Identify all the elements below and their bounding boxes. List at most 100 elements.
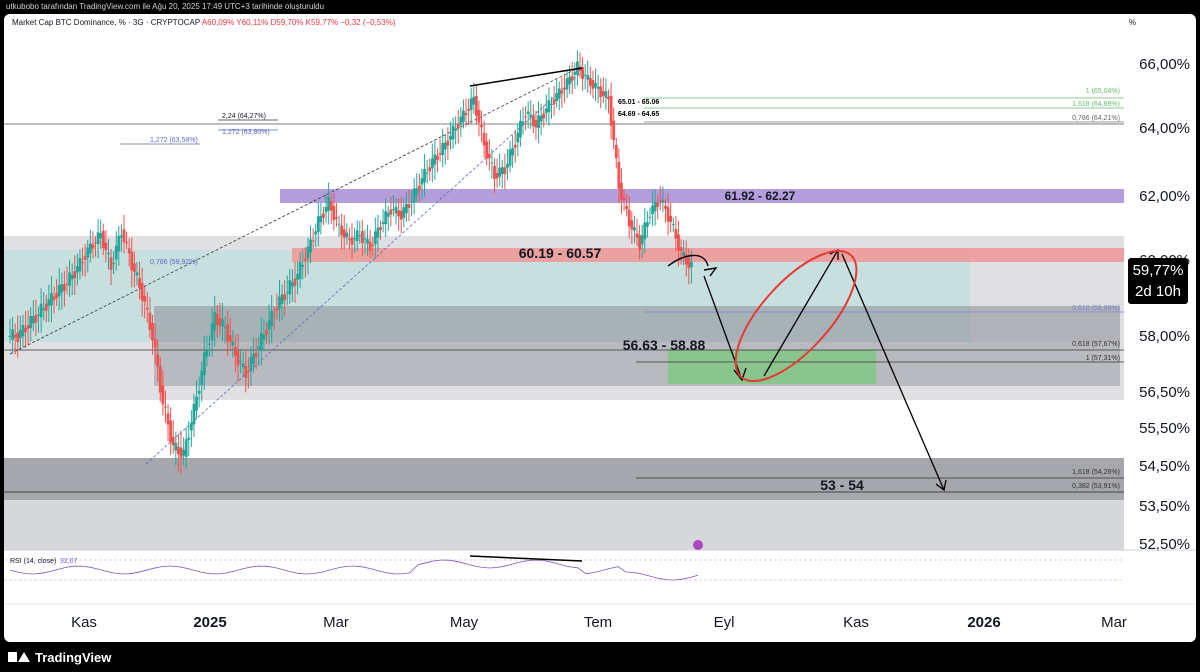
candle-body: [234, 347, 237, 357]
candle-body: [210, 323, 214, 341]
candle-body: [228, 334, 232, 342]
candle-body: [140, 282, 144, 301]
candle-body: [96, 232, 100, 244]
candle-body: [537, 115, 540, 128]
fib-label: 0,786 (64,21%): [1072, 115, 1120, 122]
candle-body: [112, 263, 116, 265]
candle-body: [568, 77, 572, 85]
ohlc-high: Y60,11%: [236, 18, 269, 27]
candle-body: [125, 242, 128, 244]
candle-body: [682, 252, 686, 257]
candle-body: [350, 237, 354, 245]
candle-body: [394, 206, 398, 214]
candle-body: [39, 303, 43, 318]
ohlc-low: D59,70%: [270, 18, 304, 27]
candle-body: [335, 217, 338, 219]
candle-body: [410, 201, 413, 203]
candle-body: [148, 312, 152, 330]
candle-body: [443, 142, 447, 150]
x-tick-label: Eyl: [714, 614, 735, 631]
candle-body: [653, 201, 657, 212]
candle-body: [550, 104, 553, 106]
candle-body: [506, 163, 509, 168]
bottom-band: [4, 500, 1124, 550]
candle-body: [296, 273, 299, 280]
candle-body: [581, 67, 584, 79]
y-tick-label: 62,00%: [1139, 188, 1190, 205]
candle-body: [252, 353, 255, 364]
candle-body: [164, 406, 167, 408]
candle-body: [156, 354, 160, 367]
fib-label: 2,24 (64,27%): [222, 113, 266, 120]
candle-body: [669, 215, 673, 222]
candle-body: [645, 222, 649, 227]
candle-body: [280, 294, 284, 304]
candle-body: [353, 238, 356, 240]
candle-body: [174, 442, 178, 451]
candle-body: [16, 332, 20, 343]
green-zone: [668, 350, 876, 384]
candle-body: [132, 263, 136, 272]
candle-body: [311, 240, 315, 242]
candle-body: [643, 222, 647, 240]
candle-body: [640, 235, 644, 245]
x-tick-label: Kas: [71, 614, 97, 631]
candle-body: [24, 327, 27, 333]
percent-scale-label[interactable]: %: [1128, 18, 1136, 27]
candle-body: [684, 254, 688, 265]
candle-body: [348, 238, 351, 240]
candle-body: [205, 350, 209, 357]
candle-body: [55, 293, 59, 299]
candle-body: [508, 149, 512, 166]
candle-body: [153, 339, 157, 348]
candle-body: [262, 334, 266, 340]
rsi-divergence-line: [469, 555, 583, 562]
candle-body: [500, 167, 504, 175]
candle-body: [563, 87, 566, 90]
candle-body: [513, 144, 517, 148]
candle-body: [42, 308, 46, 310]
candle-body: [239, 360, 242, 362]
candle-body: [679, 247, 683, 252]
y-tick-label: 56,50%: [1139, 384, 1190, 401]
candle-body: [37, 314, 40, 316]
candle-body: [254, 352, 258, 358]
candle-body: [26, 324, 30, 329]
fib-label: 0,382 (53,91%): [1072, 483, 1120, 490]
candle-body: [671, 224, 675, 226]
candle-body: [599, 86, 603, 98]
candle-body: [617, 161, 621, 189]
candle-body: [627, 209, 631, 227]
candle-body: [44, 303, 48, 312]
candle-body: [314, 231, 318, 235]
candle-body: [316, 216, 320, 232]
zone-label-red: 60.19 - 60.57: [519, 245, 602, 261]
chart-panel[interactable]: 61.92 - 62.27 60.19 - 60.57 56.63 - 58.88 5…: [4, 14, 1196, 642]
candle-body: [285, 292, 289, 294]
candle-body: [57, 285, 61, 297]
gray-zone-inner: [154, 342, 1120, 386]
bar-countdown: 2d 10h: [1135, 283, 1181, 300]
candle-body: [18, 329, 22, 338]
candle-body: [482, 132, 486, 146]
trend-line: [9, 65, 583, 355]
candle-body: [472, 96, 476, 105]
candle-body: [573, 71, 577, 75]
candle-body: [278, 296, 281, 309]
footer-bar: TradingView: [0, 642, 1200, 672]
candle-body: [614, 144, 618, 159]
candle-body: [405, 203, 408, 214]
candle-body: [275, 308, 279, 311]
candle-body: [368, 241, 372, 251]
candle-body: [329, 201, 333, 211]
price-chart[interactable]: 61.92 - 62.27 60.19 - 60.57 56.63 - 58.88 5…: [4, 14, 1196, 642]
candle-body: [332, 205, 336, 221]
symbol-name[interactable]: Market Cap BTC Dominance, % · 3G · CRYPT…: [12, 18, 201, 27]
candle-body: [495, 172, 499, 179]
y-tick-label: 66,00%: [1139, 56, 1190, 73]
candle-body: [485, 141, 489, 159]
candle-body: [65, 283, 69, 285]
tradingview-logo-icon: [8, 651, 30, 663]
candle-body: [135, 272, 139, 276]
candle-body: [402, 207, 406, 218]
